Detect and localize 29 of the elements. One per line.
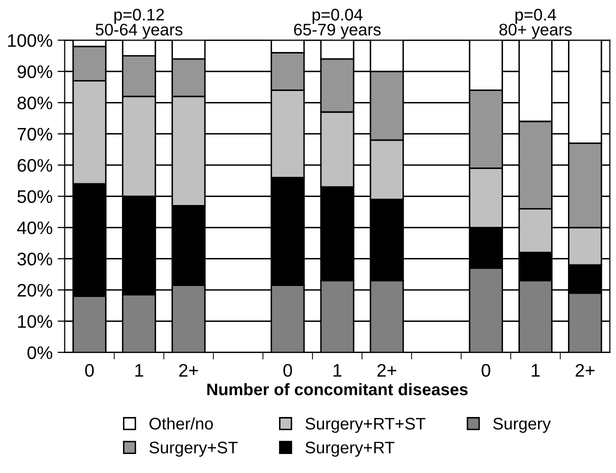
y-tick-label: 0% [27,346,52,360]
y-tick-label: 30% [17,252,52,266]
x-axis-title: Number of concomitant diseases [207,383,468,396]
y-tick-label: 50% [17,190,52,204]
x-tick-label: 0 [85,364,94,377]
text: p=0.12 50-64 years [96,8,182,39]
y-tick-label: 70% [18,128,52,141]
legend-label: Surgery+RT [306,442,394,457]
legend-label: Other/no [149,417,213,430]
legend-label: Surgery+RT+ST [306,418,426,433]
y-tick-label: 10% [18,315,52,328]
legend-label: Surgery [493,418,551,433]
y-tick-label: 60% [18,159,52,172]
y-tick-label: 20% [18,284,52,297]
text: p=0.04 65-79 years [294,8,381,39]
legend-label: Surgery+ST [149,442,238,457]
x-tick-label: 1 [532,364,540,377]
y-tick-label: 40% [17,221,52,234]
y-tick-label: 80% [18,96,52,110]
x-tick-label: 1 [334,364,342,377]
x-tick-label: 2+ [377,364,396,377]
x-tick-label: 2+ [179,364,198,377]
text: p=0.4 80+ years [499,8,572,39]
x-tick-label: 2+ [576,364,594,377]
y-tick-label: 100% [8,34,52,47]
x-tick-label: 0 [482,364,490,377]
x-tick-label: 0 [283,364,292,377]
x-tick-label: 1 [135,364,144,377]
y-tick-label: 90% [18,65,52,78]
